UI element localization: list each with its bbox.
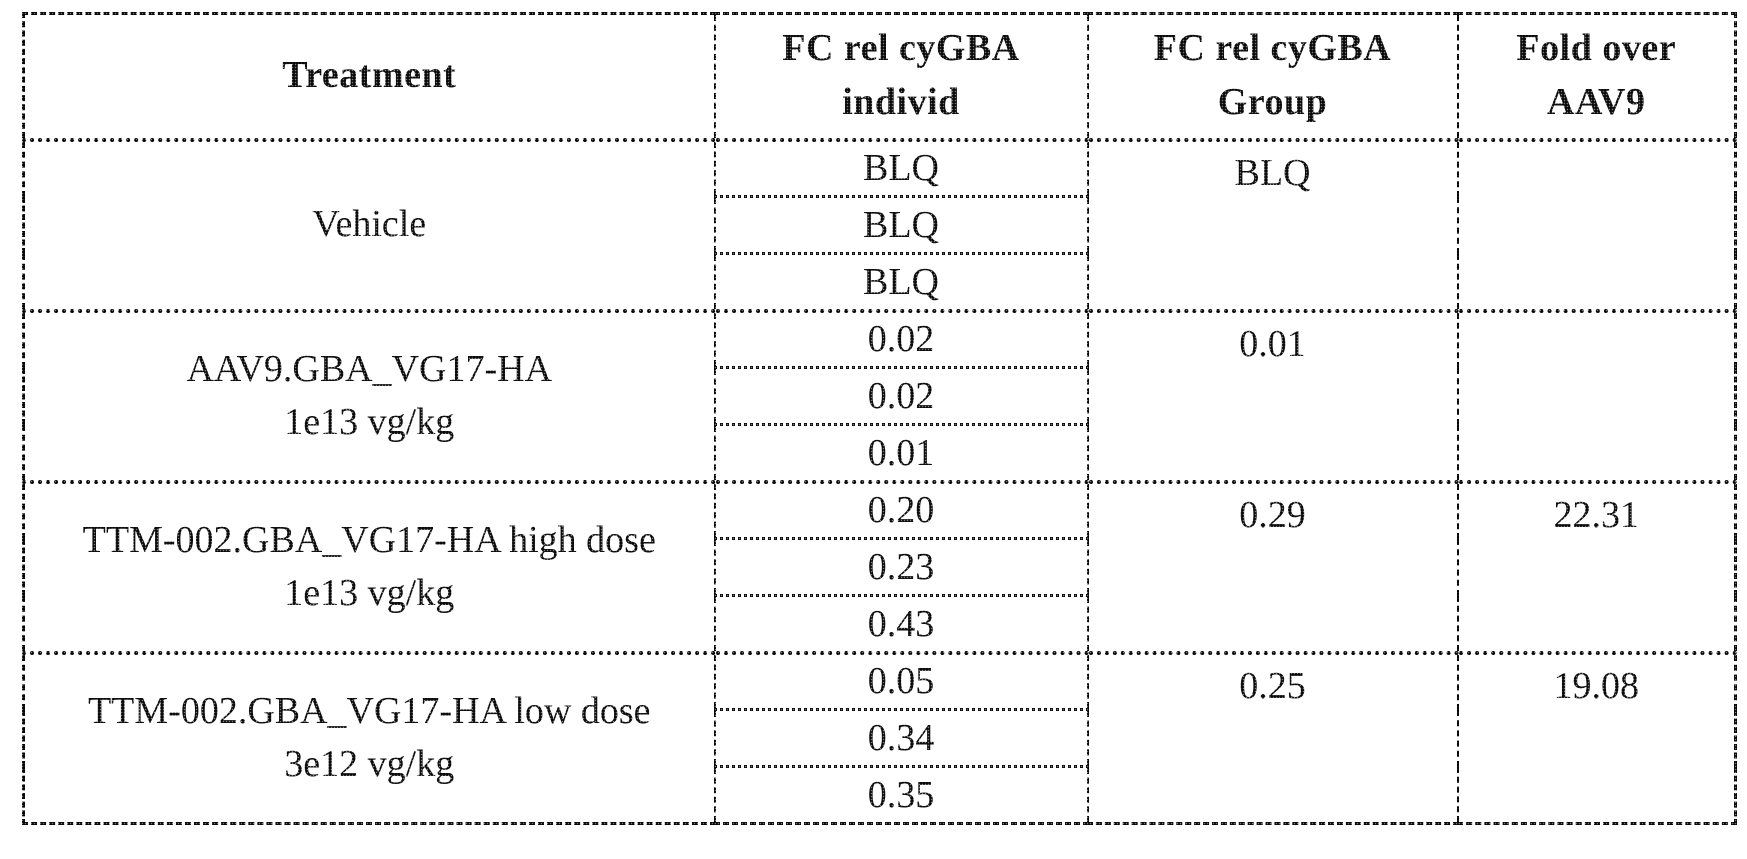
individ-value-cell: 0.23 [713, 537, 1088, 596]
individ-value-cell: 0.43 [713, 594, 1088, 653]
individ-value-cell: 0.02 [713, 366, 1088, 425]
header-row: Treatment FC rel cyGBA individ FC rel cy… [23, 13, 1736, 142]
individ-value-cell: 0.20 [713, 479, 1088, 539]
treatment-cell: Vehicle [23, 137, 715, 311]
fold-value-cell: 22.31 [1456, 479, 1736, 653]
group-value-cell: BLQ [1086, 137, 1458, 311]
header-cell-treatment: Treatment [23, 13, 715, 142]
individ-value-cell: BLQ [713, 195, 1088, 254]
table-row: 0.23 [24, 537, 1736, 596]
table-row: TTM-002.GBA_VG17-HA low dose 3e12 vg/kg … [23, 650, 1736, 824]
header-cell-fc-group: FC rel cyGBA Group [1086, 13, 1458, 142]
individ-value-cell: 0.05 [713, 650, 1088, 710]
group-value-cell: 0.25 [1086, 650, 1458, 824]
group-value-cell: 0.01 [1086, 308, 1458, 482]
individ-value-cell: 0.01 [713, 423, 1088, 482]
table-row: Vehicle BLQ BLQ [23, 137, 1736, 311]
header-cell-fc-individ: FC rel cyGBA individ [713, 13, 1088, 142]
individ-value-cell: 0.35 [713, 765, 1088, 824]
fold-value-cell [1456, 308, 1736, 482]
treatment-cell: AAV9.GBA_VG17-HA 1e13 vg/kg [23, 308, 715, 482]
individ-value-cell: 0.02 [713, 308, 1088, 368]
fold-value-cell: 19.08 [1456, 650, 1736, 824]
table-row: 0.01 [24, 423, 1736, 482]
individ-value-cell: 0.34 [713, 708, 1088, 767]
table-row: AAV9.GBA_VG17-HA 1e13 vg/kg 0.02 0.01 [23, 308, 1736, 482]
header-cell-fold-over: Fold over AAV9 [1456, 13, 1736, 142]
treatment-cell: TTM-002.GBA_VG17-HA low dose 3e12 vg/kg [23, 650, 715, 824]
table-row: 0.35 [24, 765, 1736, 824]
individ-value-cell: BLQ [713, 252, 1088, 311]
group-value-cell: 0.29 [1086, 479, 1458, 653]
individ-value-cell: BLQ [713, 137, 1088, 197]
table-row: BLQ [24, 195, 1736, 254]
table-row: 0.34 [24, 708, 1736, 767]
table-row: TTM-002.GBA_VG17-HA high dose 1e13 vg/kg… [23, 479, 1736, 653]
table-row: 0.02 [24, 366, 1736, 425]
fold-value-cell [1456, 137, 1736, 311]
table-row: BLQ [24, 252, 1736, 311]
table-row: 0.43 [24, 594, 1736, 653]
treatment-cell: TTM-002.GBA_VG17-HA high dose 1e13 vg/kg [23, 479, 715, 653]
results-table: Treatment FC rel cyGBA individ FC rel cy… [22, 12, 1737, 825]
